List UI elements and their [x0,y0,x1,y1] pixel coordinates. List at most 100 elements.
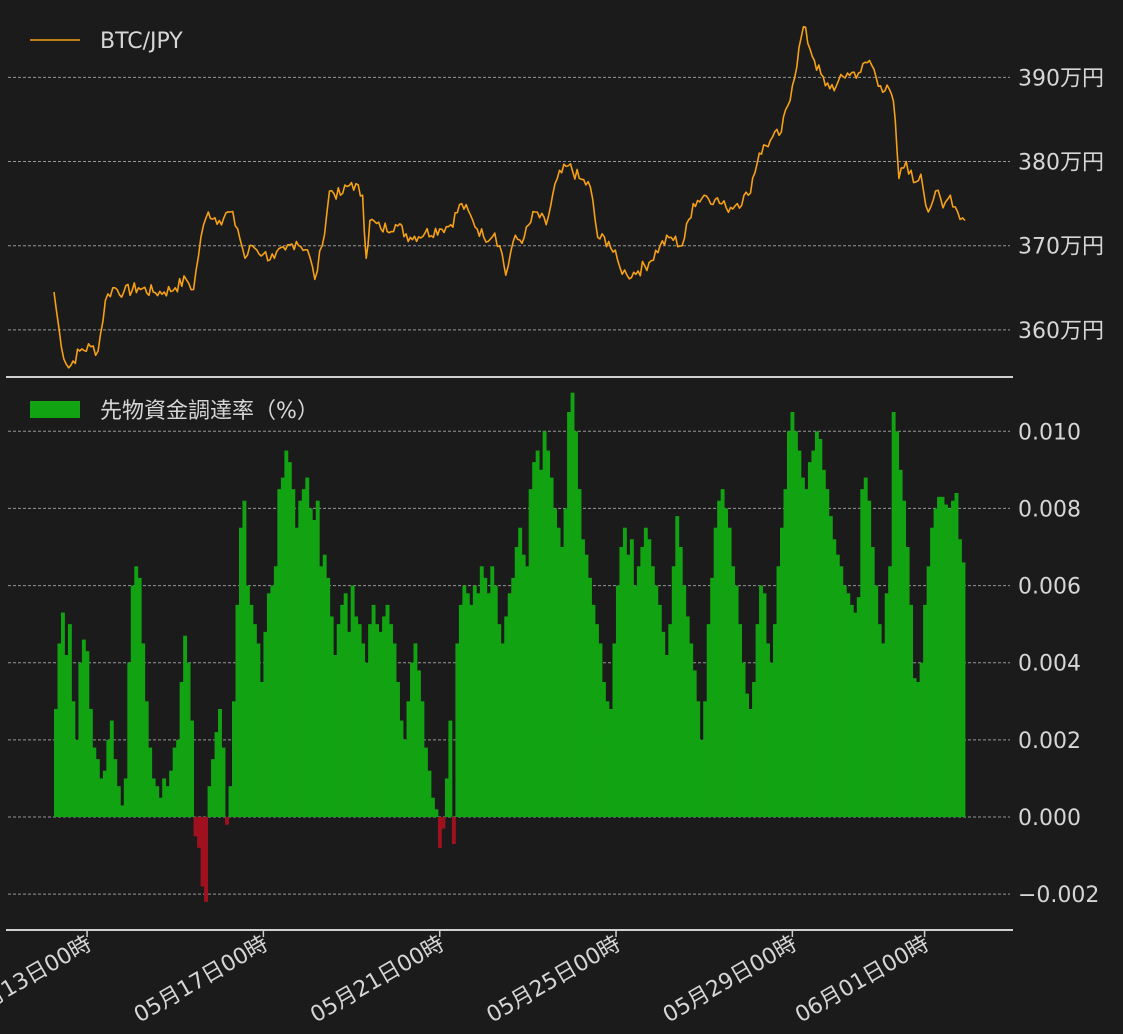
funding-bar [242,500,247,817]
funding-bar [947,508,952,817]
funding-bar [842,585,847,817]
funding-bar [85,651,90,817]
funding-bar [759,585,763,817]
funding-bar [933,508,938,817]
funding-bar [706,624,711,817]
funding-bar [682,585,687,817]
funding-bar [144,701,149,817]
funding-bar [371,604,376,817]
funding-bar [598,643,603,817]
funding-y-tick-label: 0.008 [1018,497,1081,522]
funding-bar [863,477,868,817]
funding-bar [490,566,495,817]
funding-bar [832,539,837,817]
funding-bar [556,527,561,817]
funding-bar [455,643,460,817]
funding-bar [218,709,222,817]
funding-bar [720,489,725,817]
funding-bar [211,759,215,817]
funding-bar [755,624,760,817]
funding-bar [937,496,941,817]
funding-bar [228,786,233,817]
price-y-tick-label: 370万円 [1018,235,1104,260]
funding-y-tick-label: 0.006 [1018,575,1081,600]
funding-bar [584,554,589,817]
funding-bar [776,566,781,817]
funding-bar [382,616,386,817]
funding-bar [417,670,421,817]
funding-bar [581,539,585,817]
funding-bar [525,566,530,817]
funding-bar [186,662,191,817]
funding-bar [60,612,65,817]
funding-bar [200,817,205,887]
funding-bar [647,539,652,817]
funding-y-tick-label: −0.002 [1018,883,1099,908]
funding-bar [368,624,373,817]
funding-bar [532,462,537,817]
funding-bar [909,604,914,817]
funding-bar [179,682,184,817]
funding-bar [406,701,411,817]
funding-bar [123,778,128,817]
funding-bar [361,643,366,817]
funding-bar [389,624,393,817]
funding-bar [793,431,798,817]
funding-bar [396,682,400,817]
funding-bar [99,778,104,817]
funding-bar [427,770,432,817]
funding-bar [678,547,683,817]
funding-bar [891,412,896,817]
funding-bar [657,604,662,817]
funding-bar [71,701,76,817]
funding-bar [451,817,456,844]
funding-bar [542,431,547,817]
funding-bar [315,500,320,817]
funding-bar [151,778,156,817]
funding-bar [713,527,718,817]
funding-bar [472,585,477,817]
funding-bar [329,616,334,817]
funding-bar [500,643,505,817]
funding-bar [263,631,268,817]
funding-bar [207,786,212,817]
funding-bar [298,500,303,817]
funding-bar [588,577,592,817]
funding-bar [923,604,927,817]
funding-bar [336,624,341,817]
funding-bar [204,817,208,902]
funding-bar [106,739,111,817]
funding-bar [577,489,582,817]
funding-bar [734,585,739,817]
funding-bar [954,493,959,817]
funding-bar [109,720,114,817]
funding-bar [780,527,784,817]
funding-bar [773,624,777,817]
funding-bar [856,597,861,817]
funding-bar [675,516,680,817]
funding-bar [835,554,840,817]
funding-bar [940,496,945,817]
funding-bar [287,462,292,817]
funding-bar [249,604,254,817]
funding-bar [846,593,851,817]
price-legend-label: BTC/JPY [100,29,183,54]
funding-bar [814,431,819,817]
funding-bar [958,539,962,817]
funding-bar [232,701,236,817]
funding-bar [696,701,701,817]
funding-bar [685,616,690,817]
funding-bar [699,739,704,817]
funding-bar [807,462,812,817]
funding-bar [169,770,174,817]
funding-bar [689,643,694,817]
funding-bar [403,739,407,817]
funding-y-axis-ticks: −0.002 0.000 0.002 0.004 0.006 0.008 0.010 [1018,420,1099,908]
funding-bar [235,604,240,817]
funding-bar [441,817,446,829]
funding-bar [410,662,414,817]
funding-bar [671,566,676,817]
funding-bar [668,624,673,817]
funding-bar [357,624,362,817]
price-gridlines [8,76,1010,331]
